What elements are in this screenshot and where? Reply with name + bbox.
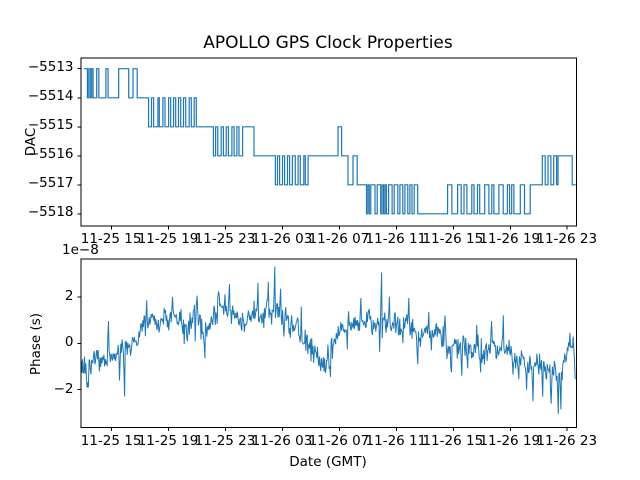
x-tick-label: 11-26 23 — [536, 231, 598, 247]
y-tick-label: −5515 — [27, 117, 74, 134]
x-tick-label: 11-26 03 — [251, 433, 313, 449]
x-tick-label: 11-26 15 — [422, 231, 484, 247]
x-tick-label: 11-26 07 — [308, 433, 370, 449]
x-tick-label: 11-25 23 — [194, 231, 256, 247]
y-tick-label: −5517 — [27, 175, 74, 192]
axes-frame — [80, 57, 577, 226]
y-tick-label: −5513 — [27, 59, 74, 76]
x-tick-label: 11-26 23 — [536, 433, 598, 449]
x-tick-label: 11-25 15 — [80, 433, 142, 449]
y-tick-label: −5514 — [27, 88, 74, 105]
y-tick-label: 2 — [64, 287, 74, 304]
x-tick-label: 11-26 19 — [479, 433, 541, 449]
x-tick-label: 11-25 19 — [137, 231, 199, 247]
x-tick-label: 11-25 19 — [137, 433, 199, 449]
x-tick-label: 11-26 07 — [308, 231, 370, 247]
phase-axes — [77, 258, 577, 431]
y-tick-label: 0 — [64, 334, 74, 351]
x-axis-label: Date (GMT) — [289, 454, 367, 470]
x-tick-label: 11-26 03 — [251, 231, 313, 247]
y-tick-label: −5518 — [27, 204, 74, 221]
phase-offset-text: 1e−8 — [62, 242, 99, 258]
x-tick-label: 11-25 23 — [194, 433, 256, 449]
x-tick-label: 11-26 11 — [365, 231, 427, 247]
plot-title: APOLLO GPS Clock Properties — [203, 33, 453, 53]
y-tick-label: −5516 — [27, 146, 74, 163]
dac-axes — [77, 57, 577, 229]
phase-line — [80, 266, 576, 415]
x-tick-label: 11-25 15 — [80, 231, 142, 247]
x-tick-label: 11-26 11 — [365, 433, 427, 449]
x-tick-label: 11-26 19 — [479, 231, 541, 247]
dac-line — [83, 67, 576, 214]
y-tick-label: −2 — [53, 380, 74, 397]
x-tick-label: 11-26 15 — [422, 433, 484, 449]
